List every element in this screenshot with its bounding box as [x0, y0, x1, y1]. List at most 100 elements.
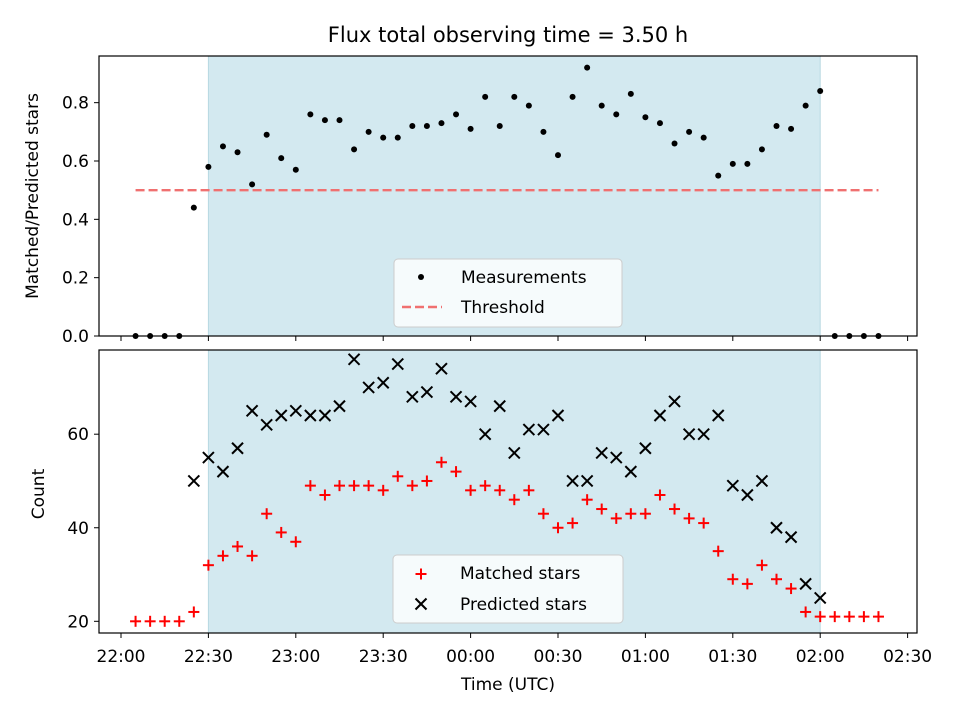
measurement-point: [555, 152, 561, 159]
matched-star-point: [304, 480, 316, 492]
measurement-point: [365, 128, 372, 135]
measurement-point: [292, 166, 299, 173]
measurement-point: [671, 140, 678, 147]
measurement-point: [642, 114, 649, 121]
legend-predicted-marker: [414, 597, 428, 611]
legend-matched-marker: [415, 568, 427, 580]
bottom-x-axis: 22:00 22:30 23:00 23:30 00:00 00:30 01:00 01:30…: [97, 633, 932, 667]
matched-star-point: [319, 489, 331, 501]
x-tick-label: 23:30: [359, 647, 408, 667]
predicted-star-point: [304, 409, 317, 422]
predicted-star-point: [580, 474, 594, 488]
predicted-star-point: [391, 357, 404, 371]
measurement-point: [598, 102, 605, 109]
matched-star-point: [275, 526, 287, 538]
matched-star-point: [363, 480, 375, 492]
matched-star-point: [261, 508, 273, 520]
measurement-point: [802, 102, 809, 109]
matched-star-point: [625, 508, 637, 520]
matched-star-point: [537, 508, 549, 520]
measurement-point: [540, 128, 547, 135]
measurement-point: [453, 111, 460, 118]
matched-star-point: [814, 611, 826, 623]
matched-star-point: [144, 615, 156, 627]
matched-star-point: [785, 583, 797, 595]
measurement-point: [234, 149, 241, 156]
matched-star-point: [683, 512, 695, 524]
matched-star-point: [727, 573, 739, 585]
matched-star-point: [872, 611, 884, 623]
matched-star-point: [290, 536, 302, 548]
predicted-star-point: [245, 404, 259, 418]
matched-star-point: [159, 615, 171, 627]
matched-star-point: [188, 606, 200, 618]
predicted-star-point: [624, 465, 638, 478]
matched-star-point: [712, 545, 724, 557]
y-tick-label: 60: [67, 425, 89, 445]
measurement-point: [482, 93, 489, 100]
bottom-legend-box: [392, 554, 624, 624]
measurement-point: [656, 120, 663, 127]
x-tick-label: 01:00: [621, 647, 670, 667]
measurement-point: [627, 90, 634, 97]
measurement-point: [249, 181, 256, 188]
measurement-point: [744, 160, 751, 167]
measurement-point: [496, 123, 503, 129]
x-tick-label: 22:00: [97, 647, 146, 667]
measurement-point: [511, 93, 518, 100]
matched-star-point: [771, 573, 782, 585]
predicted-star-point: [668, 395, 681, 408]
top-axes-frame: [98, 55, 918, 337]
y-tick-label: 40: [67, 519, 89, 539]
measurement-point: [205, 163, 212, 170]
matched-star-point: [392, 470, 404, 482]
matched-star-point: [435, 456, 447, 468]
x-tick-label: 23:00: [271, 647, 320, 667]
measurement-point: [278, 155, 285, 162]
predicted-star-point: [712, 409, 725, 422]
y-tick-label: 0.8: [62, 94, 89, 114]
matched-star-point: [421, 475, 433, 487]
y-tick-label: 0.0: [62, 327, 89, 347]
measurement-point: [351, 146, 358, 153]
predicted-star-point: [537, 423, 550, 436]
predicted-star-point: [333, 399, 346, 413]
predicted-star-point: [260, 418, 273, 432]
matched-star-point: [450, 466, 462, 478]
matched-star-point: [639, 508, 651, 520]
predicted-star-point: [682, 427, 696, 441]
predicted-star-point: [741, 488, 754, 502]
matched-star-point: [800, 606, 812, 618]
matched-star-point: [698, 517, 710, 529]
predicted-star-point: [799, 577, 812, 591]
measurement-point: [423, 123, 430, 129]
matched-star-point: [610, 512, 622, 524]
predicted-star-point: [318, 409, 332, 422]
predicted-star-point: [493, 399, 506, 413]
predicted-star-point: [362, 381, 375, 394]
measurement-point: [219, 143, 226, 150]
matched-star-point: [348, 480, 360, 492]
bottom-panel: 20 40 60 22:00 22:30 23:00 23:30 00:00 00:30 01:…: [29, 349, 932, 695]
bottom-y-axis: 20 40 60: [67, 425, 99, 632]
measurement-point: [700, 134, 707, 141]
measurement-point: [729, 160, 736, 167]
predicted-star-point: [697, 427, 710, 441]
matched-star-point: [843, 611, 855, 623]
predicted-star-point: [726, 479, 740, 492]
matched-star-point: [232, 540, 244, 552]
matched-star-point: [654, 489, 666, 501]
predicted-star-point: [653, 409, 667, 422]
matched-star-point: [596, 503, 608, 515]
matched-star-point: [756, 559, 768, 571]
matched-star-point: [465, 484, 477, 496]
predicted-star-point: [420, 385, 434, 399]
matched-star-point: [494, 484, 506, 496]
chart-title: Flux total observing time = 3.50 h: [328, 23, 688, 47]
predicted-star-point: [376, 376, 390, 389]
top-x-ticks: [120, 336, 909, 341]
measurement-point: [758, 146, 765, 153]
predicted-star-point: [610, 451, 623, 464]
top-legend-box: [393, 258, 623, 328]
